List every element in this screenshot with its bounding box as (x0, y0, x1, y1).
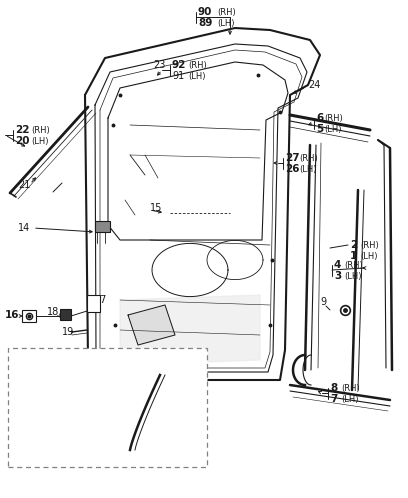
Text: 3: 3 (52, 421, 59, 431)
Text: 4: 4 (334, 260, 341, 270)
Text: 17: 17 (95, 295, 107, 305)
Text: (RH): (RH) (299, 153, 318, 162)
Text: 21: 21 (18, 180, 30, 190)
Bar (60, 309, 71, 320)
Text: 2: 2 (350, 240, 357, 250)
Text: 8: 8 (330, 383, 337, 393)
Text: (LH): (LH) (217, 18, 235, 27)
Text: 89: 89 (198, 18, 213, 28)
Text: 20: 20 (15, 136, 29, 146)
Polygon shape (128, 305, 175, 345)
Text: 9: 9 (320, 297, 326, 307)
FancyBboxPatch shape (8, 348, 207, 467)
Text: 22: 22 (15, 125, 29, 135)
Text: 14: 14 (18, 223, 30, 233)
Text: (LH): (LH) (188, 72, 206, 81)
Text: 27: 27 (285, 153, 299, 163)
Text: (LH): (LH) (341, 394, 359, 403)
Text: 90: 90 (198, 7, 213, 17)
Text: (RH): (RH) (188, 60, 207, 70)
Text: 16: 16 (5, 310, 20, 320)
Bar (22, 310, 36, 322)
Text: 19: 19 (62, 327, 74, 337)
Text: 7: 7 (330, 394, 337, 404)
Bar (95, 221, 110, 232)
Text: (RH): (RH) (217, 7, 236, 16)
Text: 5: 5 (316, 124, 323, 134)
Text: 92: 92 (172, 60, 186, 70)
Polygon shape (120, 295, 260, 365)
Text: (RH): (RH) (31, 125, 50, 134)
Text: (RH): (RH) (341, 383, 360, 392)
Text: 18: 18 (47, 307, 59, 317)
Text: 24: 24 (308, 80, 320, 90)
Text: 3: 3 (334, 271, 341, 281)
Text: (LH): (LH) (324, 124, 341, 133)
Text: 91: 91 (172, 71, 184, 81)
Text: 15: 15 (150, 203, 162, 213)
Text: 4: 4 (52, 410, 60, 420)
Text: (LH): (LH) (360, 251, 377, 260)
Text: 6: 6 (316, 113, 323, 123)
Text: (LH): (LH) (31, 136, 49, 145)
Bar (87, 295, 100, 312)
Text: (RH): (RH) (62, 410, 81, 419)
Text: (W/POWER SILD'G DOOR): (W/POWER SILD'G DOOR) (20, 354, 135, 363)
Text: (RH): (RH) (324, 114, 343, 123)
Text: 26: 26 (285, 164, 299, 174)
Text: (LH): (LH) (62, 421, 80, 430)
Text: 23: 23 (153, 60, 165, 70)
Text: (LH): (LH) (344, 271, 361, 280)
Text: (LH): (LH) (299, 164, 317, 173)
Text: (RH): (RH) (344, 260, 363, 269)
Text: (RH): (RH) (360, 241, 379, 249)
Text: 1: 1 (350, 251, 357, 261)
